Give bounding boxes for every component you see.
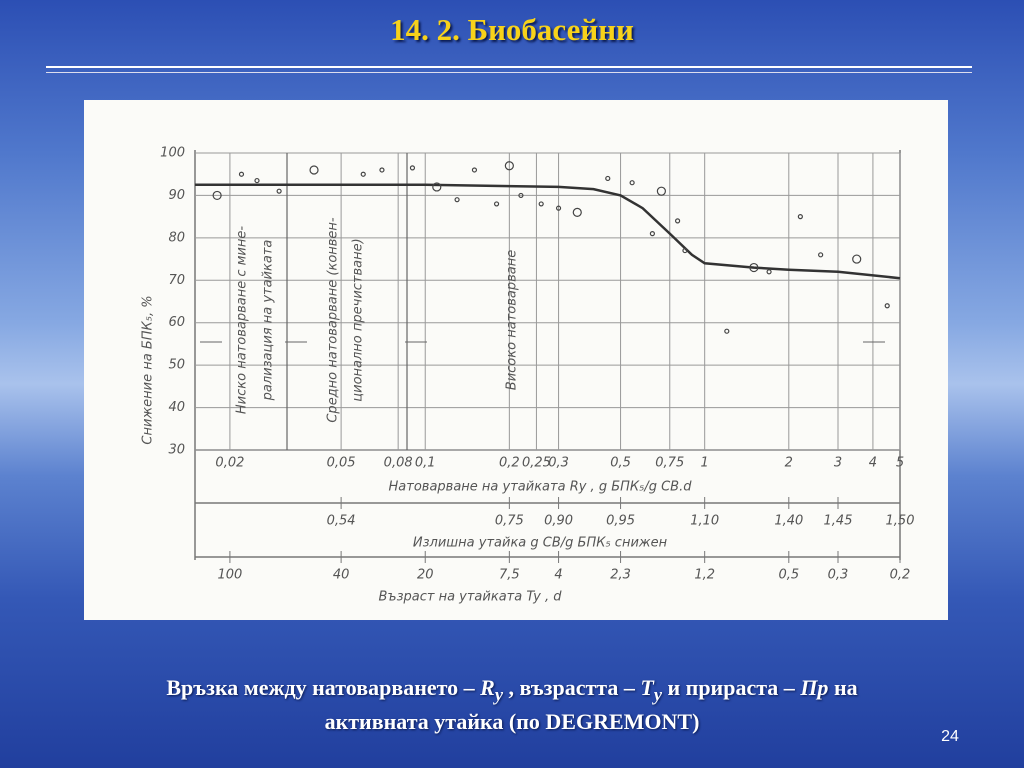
data-point bbox=[818, 252, 824, 258]
x-tick-label: 4 bbox=[554, 568, 562, 583]
x-tick-label: 0,3 bbox=[548, 456, 569, 471]
data-point bbox=[852, 254, 862, 264]
caption-subscript: y bbox=[653, 684, 662, 705]
x-tick-label: 4 bbox=[869, 456, 877, 471]
x-tick-label: 20 bbox=[417, 568, 434, 583]
data-point bbox=[649, 231, 655, 237]
caption-text: активната утайка (по DEGREMONT) bbox=[324, 709, 700, 735]
data-point bbox=[605, 175, 611, 182]
data-point bbox=[656, 186, 666, 196]
y-tick-label: 30 bbox=[168, 443, 185, 458]
data-point bbox=[432, 182, 442, 192]
axis-title: Снижение на БПК₅, % bbox=[141, 295, 156, 444]
y-tick-label: 70 bbox=[168, 273, 185, 288]
data-point bbox=[766, 269, 772, 275]
y-tick-label: 90 bbox=[168, 188, 185, 203]
x-tick-label: 0,90 bbox=[544, 514, 573, 529]
y-tick-label: 60 bbox=[168, 315, 185, 330]
caption-text: и прираста – bbox=[661, 675, 801, 700]
slide-title: 14. 2. Биобасейни bbox=[390, 12, 634, 47]
x-tick-label: 2,3 bbox=[610, 568, 631, 583]
data-point bbox=[538, 201, 544, 207]
x-tick-label: 100 bbox=[217, 568, 242, 583]
caption-text: на bbox=[833, 675, 858, 700]
caption: Връзка между натоварването – Ry , възрас… bbox=[60, 674, 964, 736]
data-point bbox=[749, 262, 759, 273]
data-point bbox=[674, 218, 681, 224]
region-label: Ниско натоварване с мине- bbox=[235, 226, 250, 414]
data-point bbox=[555, 205, 562, 211]
x-tick-label: 0,5 bbox=[610, 456, 631, 471]
x-tick-label: 1,40 bbox=[774, 514, 803, 529]
data-point bbox=[797, 214, 803, 220]
data-point bbox=[379, 167, 385, 173]
data-point bbox=[212, 190, 222, 201]
axis-title: Излишна утайка g СВ/g БПК₅ снижен bbox=[413, 536, 668, 551]
x-tick-label: 7,5 bbox=[499, 568, 520, 583]
page-number: 24 bbox=[941, 728, 959, 745]
data-point bbox=[254, 177, 260, 184]
data-point bbox=[518, 192, 524, 199]
data-point bbox=[629, 180, 635, 186]
caption-symbol: Пр bbox=[800, 675, 829, 700]
x-tick-label: 0,75 bbox=[495, 514, 524, 529]
data-point bbox=[493, 201, 500, 207]
data-point bbox=[724, 328, 730, 334]
region-label: Високо натоварване bbox=[505, 250, 520, 390]
caption-text: , възрастта – bbox=[502, 675, 641, 700]
x-tick-label: 40 bbox=[333, 568, 350, 583]
data-point bbox=[238, 171, 245, 177]
data-point bbox=[276, 188, 282, 194]
y-tick-label: 50 bbox=[168, 358, 185, 373]
caption-subscript: y bbox=[494, 684, 503, 705]
x-tick-label: 0,3 bbox=[828, 568, 849, 583]
x-tick-label: 0,54 bbox=[327, 514, 356, 529]
x-tick-label: 0,2 bbox=[890, 568, 911, 583]
x-tick-label: 5 bbox=[896, 456, 904, 471]
y-tick-label: 100 bbox=[160, 146, 185, 161]
x-tick-label: 2 bbox=[785, 456, 793, 471]
x-tick-label: 0,95 bbox=[606, 514, 635, 529]
data-point bbox=[409, 165, 416, 171]
x-tick-label: 1,50 bbox=[886, 514, 915, 529]
x-tick-label: 1,45 bbox=[824, 514, 853, 529]
data-point bbox=[471, 167, 478, 173]
curve bbox=[195, 183, 901, 280]
region-label: рализация на утайката bbox=[261, 240, 276, 402]
axis-title: Възраст на утайката Ty , d bbox=[378, 590, 562, 605]
x-tick-label: 0,1 bbox=[415, 456, 436, 471]
axis-title: Натоварване на утайката Ry , g БПК₅/g СВ… bbox=[389, 480, 693, 495]
x-tick-label: 0,05 bbox=[327, 456, 356, 471]
data-point bbox=[682, 247, 688, 254]
x-tick-label: 0,75 bbox=[655, 456, 684, 471]
data-point bbox=[884, 303, 890, 309]
y-tick-label: 40 bbox=[168, 400, 185, 415]
x-tick-label: 1,2 bbox=[694, 568, 715, 583]
region-label: ционално пречистване) bbox=[351, 238, 366, 401]
data-point bbox=[572, 207, 582, 217]
title-rule bbox=[46, 66, 972, 73]
x-tick-label: 0,08 bbox=[384, 456, 413, 471]
x-tick-label: 0,2 bbox=[499, 456, 520, 471]
data-point bbox=[360, 171, 366, 177]
caption-symbol: T bbox=[640, 675, 654, 700]
region-label: Средно натоварване (конвен- bbox=[326, 217, 341, 423]
caption-symbol: R bbox=[480, 675, 495, 700]
x-tick-label: 0,02 bbox=[215, 456, 244, 471]
x-tick-label: 0,5 bbox=[778, 568, 799, 583]
caption-text: Връзка между натоварването – bbox=[166, 675, 481, 700]
x-tick-label: 0,25 bbox=[522, 456, 551, 471]
x-tick-label: 3 bbox=[834, 456, 842, 471]
x-tick-label: 1,10 bbox=[690, 514, 719, 529]
y-tick-label: 80 bbox=[168, 230, 185, 245]
x-tick-label: 1 bbox=[701, 456, 709, 471]
data-point bbox=[454, 197, 460, 203]
data-point bbox=[504, 161, 514, 171]
data-point bbox=[309, 165, 319, 175]
